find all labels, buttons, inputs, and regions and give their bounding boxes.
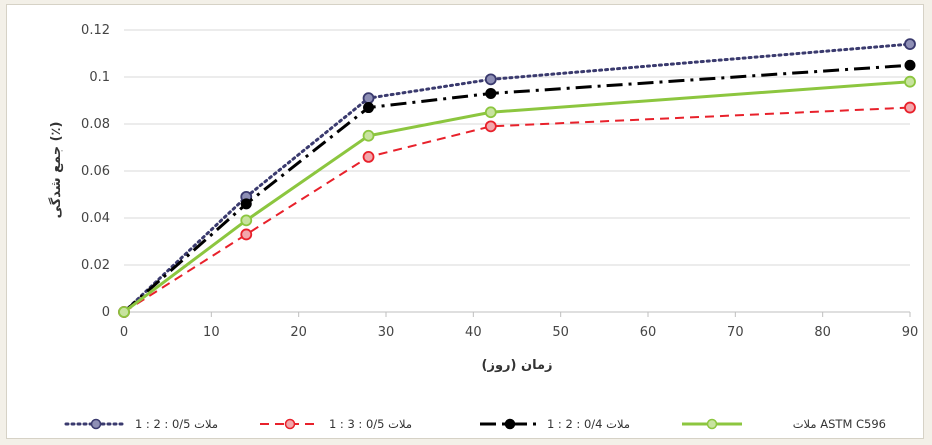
x-tick-label: 60 [640, 325, 657, 340]
data-point [362, 129, 375, 142]
y-tick-label: 0.12 [81, 23, 110, 38]
series-group [118, 38, 916, 318]
x-tick-label: 70 [727, 325, 744, 340]
y-axis-title: جمع شدگی (٪) [48, 122, 64, 219]
data-point [484, 106, 497, 119]
series-2 [118, 101, 916, 318]
x-tick-label: 50 [552, 325, 569, 340]
x-axis-title: زمان (روز) [482, 358, 553, 373]
legend-label: ملات 0/5 : 2 : 1 [135, 417, 218, 431]
legend-swatch-marker [706, 418, 718, 430]
data-point [240, 214, 253, 227]
y-tick-label: 0 [102, 305, 110, 320]
data-point [485, 87, 497, 99]
x-tick-label: 90 [902, 325, 919, 340]
data-point [904, 59, 916, 71]
y-tick-label: 0.06 [81, 164, 110, 179]
y-tick-label: 0.04 [81, 211, 110, 226]
data-point [904, 38, 916, 50]
data-point [240, 198, 252, 210]
legend-label: ملات 0/4 : 2 : 1 [547, 417, 630, 431]
data-point [904, 101, 916, 114]
data-point [484, 120, 497, 133]
series-4 [118, 75, 916, 318]
x-tick-label: 80 [814, 325, 831, 340]
data-point [484, 73, 497, 86]
series-1 [118, 38, 916, 318]
series-3 [118, 59, 916, 318]
series-line [122, 42, 912, 314]
data-point [362, 92, 375, 105]
legend-swatch-marker [90, 418, 102, 430]
legend-item: ملات ASTM C596 [682, 417, 886, 431]
legend-swatch-marker [284, 418, 296, 430]
x-tick-label: 30 [378, 325, 395, 340]
y-tick-label: 0.08 [81, 117, 110, 132]
legend-item: ملات 0/5 : 2 : 1 [64, 417, 218, 431]
x-tick-label: 10 [203, 325, 220, 340]
x-tick-label: 0 [120, 325, 128, 340]
legend-label: ملات ASTM C596 [793, 417, 886, 431]
series-line [123, 63, 911, 314]
legend-swatch-marker [504, 418, 516, 430]
data-point [363, 102, 375, 114]
y-tick-label: 0.1 [89, 70, 110, 85]
x-tick-label: 20 [290, 325, 307, 340]
legend: ملات 0/5 : 2 : 1 ملات 0/5 : 3 : 1 ملات 0/4… [64, 417, 886, 431]
gridlines [124, 29, 910, 266]
legend-label: ملات 0/5 : 3 : 1 [329, 417, 412, 431]
axes: 0 0.02 0.04 0.06 0.08 0.1 0.12 0 10 20 30 40 50 60 70 8… [81, 23, 918, 340]
legend-item: ملات 0/5 : 3 : 1 [260, 417, 412, 431]
series-line [123, 106, 911, 313]
legend-item: ملات 0/4 : 2 : 1 [480, 417, 630, 431]
data-point [240, 228, 253, 241]
y-tick-label: 0.02 [81, 258, 110, 273]
data-point [904, 75, 916, 88]
data-point [362, 150, 375, 163]
x-tick-label: 40 [465, 325, 482, 340]
data-point [118, 306, 130, 318]
